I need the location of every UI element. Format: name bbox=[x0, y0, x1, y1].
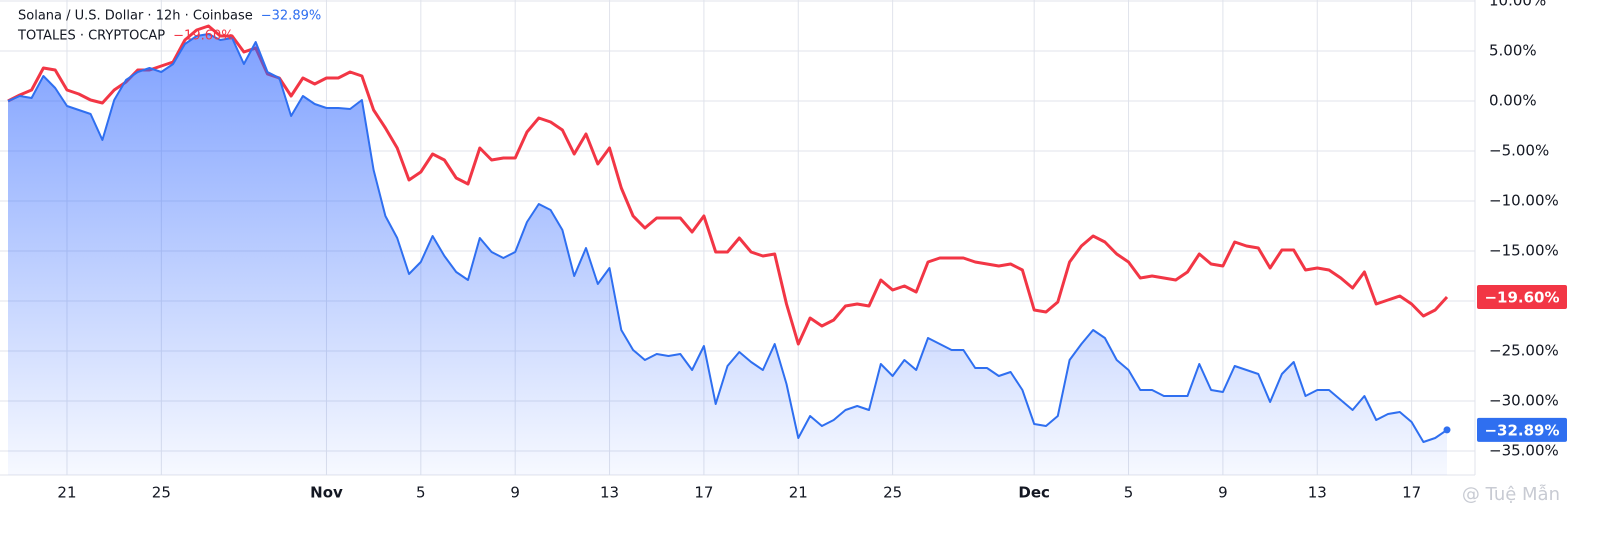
x-tick-label: 21 bbox=[57, 484, 76, 502]
x-tick-label: 13 bbox=[600, 484, 619, 502]
y-tick-label: −35.00% bbox=[1489, 442, 1559, 460]
price-badge-label: −19.60% bbox=[1484, 289, 1559, 307]
area bbox=[8, 34, 1447, 475]
price-badge-label: −32.89% bbox=[1484, 421, 1559, 439]
x-tick-label: 17 bbox=[1402, 484, 1421, 502]
y-tick-label: −10.00% bbox=[1489, 192, 1559, 210]
y-tick-label: −25.00% bbox=[1489, 342, 1559, 360]
y-tick-label: 5.00% bbox=[1489, 42, 1537, 60]
y-tick-label: 10.00% bbox=[1489, 0, 1546, 10]
x-tick-label: 9 bbox=[510, 484, 520, 502]
x-tick-label: 5 bbox=[1124, 484, 1134, 502]
y-tick-label: 0.00% bbox=[1489, 92, 1537, 110]
x-tick-label: 5 bbox=[416, 484, 426, 502]
last-point bbox=[1443, 426, 1451, 434]
x-tick-label: Nov bbox=[310, 484, 343, 502]
x-tick-label: 13 bbox=[1308, 484, 1327, 502]
line bbox=[7, 33, 1448, 443]
price-badge bbox=[1477, 417, 1567, 442]
x-tick-label: 17 bbox=[694, 484, 713, 502]
legend-value: −19.60% bbox=[173, 29, 233, 44]
line bbox=[7, 24, 1449, 346]
legend-label: Solana / U.S. Dollar · 12h · Coinbase bbox=[18, 9, 253, 24]
x-tick-label: 9 bbox=[1218, 484, 1228, 502]
x-tick-label: Dec bbox=[1018, 484, 1050, 502]
price-badge bbox=[1477, 285, 1567, 309]
y-tick-label: −15.00% bbox=[1489, 242, 1559, 260]
y-tick-label: −5.00% bbox=[1489, 142, 1549, 160]
x-tick-label: 25 bbox=[883, 484, 902, 502]
x-tick-label: 21 bbox=[789, 484, 808, 502]
y-tick-label: −30.00% bbox=[1489, 392, 1559, 410]
legend-value: −32.89% bbox=[261, 9, 321, 24]
watermark: @ Tuệ Mẫn bbox=[1462, 484, 1560, 505]
legend-label: TOTALES · CRYPTOCAP bbox=[17, 29, 165, 44]
x-tick-label: 25 bbox=[152, 484, 171, 502]
